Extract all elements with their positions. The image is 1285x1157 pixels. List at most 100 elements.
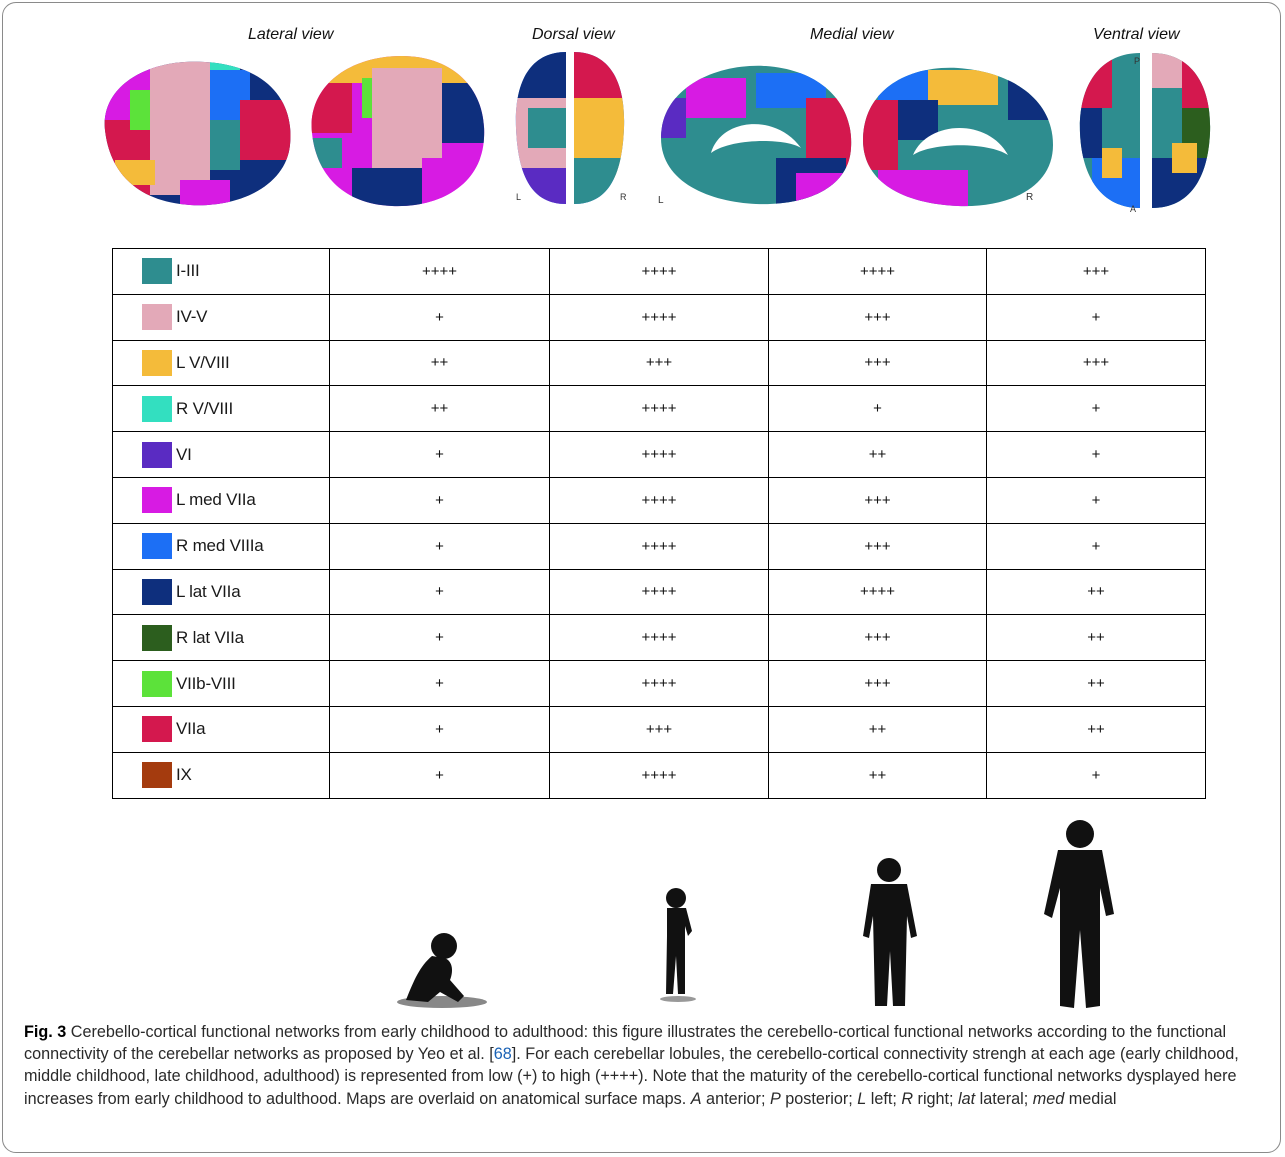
- def-lat: lateral;: [975, 1089, 1033, 1108]
- connectivity-cell: +++: [986, 339, 1206, 387]
- connectivity-cell: ++: [329, 339, 550, 387]
- connectivity-cell: +: [329, 476, 550, 524]
- lobule-name: I-III: [176, 261, 200, 281]
- connectivity-cell: ++++: [549, 522, 769, 570]
- dorsal-left-mark: L: [516, 192, 521, 202]
- brain-medial-left: L: [658, 65, 852, 206]
- lobule-cell: VIIb-VIII: [112, 660, 330, 707]
- connectivity-cell: +: [329, 705, 550, 753]
- lobule-name: IV-V: [176, 307, 208, 327]
- brain-lateral-right: [311, 56, 485, 207]
- lobule-cell: IX: [112, 751, 330, 799]
- lobule-name: IX: [176, 765, 192, 785]
- abbr-a: A: [690, 1089, 702, 1108]
- table-row: I-III ++++ ++++ ++++ +++: [112, 248, 1206, 295]
- abbr-p: P: [769, 1089, 781, 1108]
- connectivity-cell: ++++: [549, 614, 769, 662]
- connectivity-cell: +++: [768, 293, 987, 341]
- reference-link[interactable]: 68: [493, 1045, 512, 1064]
- lateral-view-label: Lateral view: [248, 26, 334, 43]
- table-row: L med VIIa + ++++ +++ +: [112, 476, 1206, 524]
- lobule-name: L lat VIIa: [176, 581, 241, 601]
- connectivity-cell: ++: [986, 705, 1206, 753]
- lobule-cell: I-III: [112, 248, 330, 295]
- lobule-name: VI: [176, 444, 192, 464]
- connectivity-cell: ++++: [549, 431, 769, 478]
- lobule-cell: L lat VIIa: [112, 568, 330, 616]
- connectivity-cell: ++: [986, 568, 1206, 616]
- connectivity-cell: ++: [768, 431, 987, 478]
- lobule-name: L V/VIII: [176, 352, 230, 372]
- table-row: R lat VIIa + ++++ +++ ++: [112, 614, 1206, 662]
- connectivity-cell: ++++: [549, 476, 769, 524]
- dorsal-right-mark: R: [620, 192, 627, 202]
- color-swatch: [142, 762, 172, 789]
- early-childhood-silhouette: [397, 933, 487, 1008]
- color-swatch: [142, 441, 172, 468]
- table-row: R med VIIIa + ++++ +++ +: [112, 522, 1206, 570]
- def-r: right;: [913, 1089, 959, 1108]
- lobule-cell: VI: [112, 431, 330, 478]
- connectivity-cell: ++++: [549, 660, 769, 707]
- connectivity-cell: +++: [549, 705, 769, 753]
- connectivity-cell: +: [329, 431, 550, 478]
- abbr-l: L: [857, 1089, 867, 1108]
- lobule-name: R med VIIIa: [176, 536, 264, 556]
- connectivity-cell: +: [986, 522, 1206, 570]
- color-swatch: [142, 349, 172, 376]
- connectivity-cell: +: [986, 385, 1206, 433]
- connectivity-cell: ++++: [549, 293, 769, 341]
- table-row: IX + ++++ ++ +: [112, 751, 1206, 799]
- lobule-cell: R V/VIII: [112, 385, 330, 433]
- connectivity-cell: +: [329, 751, 550, 799]
- lobule-name: R lat VIIa: [176, 627, 244, 647]
- lobule-name: VIIb-VIII: [176, 673, 236, 693]
- figure-caption: Fig. 3 Cerebello-cortical functional net…: [24, 1021, 1269, 1110]
- connectivity-cell: ++++: [329, 248, 550, 295]
- connectivity-cell: +: [986, 751, 1206, 799]
- table-row: IV-V + ++++ +++ +: [112, 293, 1206, 341]
- connectivity-cell: ++++: [549, 568, 769, 616]
- abbr-r: R: [901, 1089, 914, 1108]
- connectivity-cell: ++++: [549, 248, 769, 295]
- connectivity-cell: +++: [768, 339, 987, 387]
- connectivity-cell: ++: [768, 705, 987, 753]
- connectivity-cell: +++: [768, 614, 987, 662]
- connectivity-table: I-III ++++ ++++ ++++ +++ IV-V + ++++ +++ + L V/VII…: [112, 248, 1206, 799]
- ventral-view-label: Ventral view: [1093, 26, 1180, 43]
- color-swatch: [142, 578, 172, 605]
- color-swatch: [142, 258, 172, 285]
- connectivity-cell: +: [329, 660, 550, 707]
- color-swatch: [142, 395, 172, 422]
- medial-right-mark: R: [1026, 192, 1033, 203]
- connectivity-cell: ++: [986, 660, 1206, 707]
- color-swatch: [142, 304, 172, 331]
- table-row: VIIb-VIII + ++++ +++ ++: [112, 660, 1206, 707]
- abbr-med: med: [1032, 1089, 1065, 1108]
- table-row: L lat VIIa + ++++ ++++ ++: [112, 568, 1206, 616]
- connectivity-cell: +: [986, 431, 1206, 478]
- brain-lateral-left: [104, 61, 291, 206]
- connectivity-cell: +: [986, 476, 1206, 524]
- connectivity-cell: ++: [986, 614, 1206, 662]
- connectivity-cell: +++: [549, 339, 769, 387]
- lobule-name: R V/VIII: [176, 398, 233, 418]
- brain-dorsal: L R: [515, 52, 627, 204]
- brain-medial-right: R: [863, 67, 1053, 207]
- color-swatch: [142, 670, 172, 697]
- late-childhood-silhouette: [863, 858, 917, 1006]
- connectivity-cell: ++++: [768, 248, 987, 295]
- table-row: R V/VIII ++ ++++ + +: [112, 385, 1206, 433]
- color-swatch: [142, 487, 172, 514]
- ventral-anterior-mark: A: [1130, 204, 1136, 214]
- lobule-cell: L V/VIII: [112, 339, 330, 387]
- def-p: posterior;: [780, 1089, 858, 1108]
- connectivity-cell: +: [329, 614, 550, 662]
- adulthood-silhouette: [1044, 820, 1114, 1008]
- table-row: VIIa + +++ ++ ++: [112, 705, 1206, 753]
- abbr-lat: lat: [958, 1089, 976, 1108]
- color-swatch: [142, 624, 172, 651]
- connectivity-cell: +: [329, 293, 550, 341]
- lobule-cell: IV-V: [112, 293, 330, 341]
